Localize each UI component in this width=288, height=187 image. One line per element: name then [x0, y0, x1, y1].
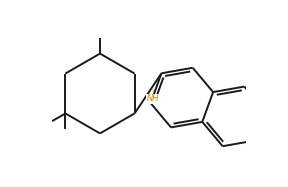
Text: NH: NH: [147, 94, 159, 103]
